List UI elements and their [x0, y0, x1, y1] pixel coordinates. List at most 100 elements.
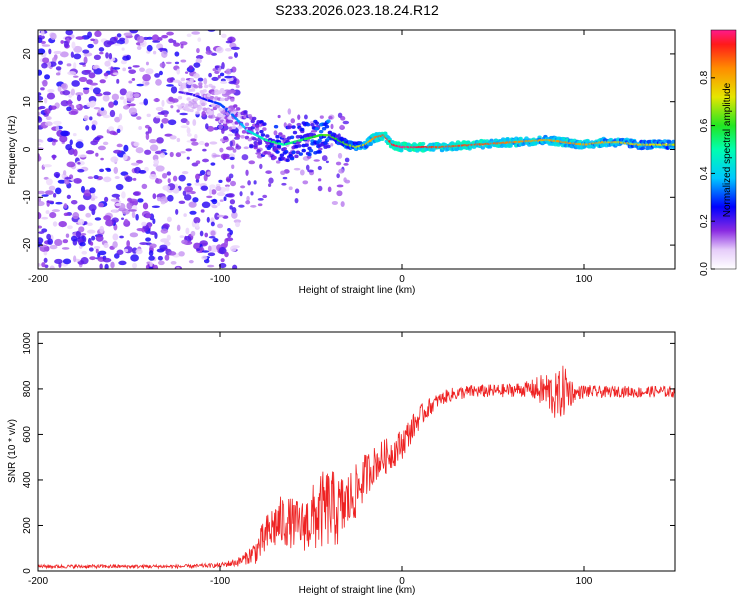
ridge-cell — [272, 155, 277, 160]
noise-blob — [178, 174, 186, 182]
ridge-cell — [284, 150, 289, 154]
noise-blob — [38, 225, 43, 229]
noise-blob — [164, 254, 170, 261]
noise-blob — [116, 78, 120, 84]
noise-blob — [112, 241, 118, 248]
noise-blob — [247, 180, 251, 186]
noise-blob — [167, 194, 174, 202]
noise-blob — [87, 31, 93, 38]
ridge-cell — [215, 104, 221, 109]
ridge-cell — [297, 144, 302, 148]
noise-blob — [157, 255, 163, 261]
ridge-cell — [195, 92, 200, 97]
noise-blob — [103, 215, 112, 221]
noise-blob — [194, 134, 198, 140]
ridge-cell — [310, 122, 315, 127]
noise-blob — [44, 74, 51, 80]
noise-blob — [175, 208, 179, 215]
ridge-cell — [240, 135, 245, 139]
spectrogram-xlabel: Height of straight line (km) — [299, 285, 416, 296]
noise-blob — [297, 114, 301, 120]
ridge-cell — [217, 113, 222, 117]
noise-blob — [275, 160, 281, 164]
noise-blob — [185, 227, 190, 235]
noise-blob — [152, 40, 161, 43]
noise-blob — [106, 168, 112, 172]
noise-blob — [231, 211, 238, 219]
noise-blob — [188, 201, 197, 208]
noise-blob — [186, 120, 190, 126]
noise-blob — [218, 179, 223, 184]
noise-blob — [46, 233, 52, 240]
ridge-cell — [317, 138, 322, 143]
noise-blob — [148, 250, 154, 257]
noise-blob — [229, 156, 235, 161]
noise-blob — [201, 255, 208, 260]
noise-blob — [160, 201, 166, 205]
noise-blob — [151, 34, 160, 42]
noise-blob — [219, 147, 224, 153]
ridge-cell — [249, 144, 254, 149]
noise-blob — [116, 249, 124, 255]
noise-blob — [211, 204, 218, 209]
noise-blob — [172, 175, 178, 182]
noise-blob — [149, 173, 157, 180]
noise-blob — [145, 68, 154, 75]
noise-blob — [103, 196, 109, 203]
noise-blob — [159, 152, 166, 158]
noise-blob — [342, 120, 350, 125]
noise-blob — [166, 31, 174, 36]
noise-blob — [104, 263, 109, 269]
ridge-cell — [236, 107, 241, 111]
snr-ytick-label: 600 — [22, 426, 33, 443]
ridge-cell — [206, 93, 212, 98]
ridge-cell — [202, 89, 207, 93]
noise-blob — [76, 94, 82, 102]
noise-blob — [184, 71, 189, 74]
noise-blob — [111, 93, 120, 101]
ridge-cell — [201, 102, 206, 107]
noise-blob — [257, 203, 263, 207]
noise-blob — [70, 199, 78, 205]
noise-blob — [195, 178, 200, 183]
ridge-cell — [254, 124, 260, 129]
noise-blob — [188, 259, 194, 264]
noise-blob — [200, 185, 209, 191]
ridge-cell — [202, 107, 207, 112]
ridge-cell — [211, 85, 216, 90]
noise-blob — [65, 30, 74, 36]
noise-blob — [89, 256, 96, 261]
noise-blob — [88, 204, 97, 212]
snr-xtick-label: 100 — [576, 576, 593, 587]
noise-blob — [131, 262, 138, 269]
noise-blob — [189, 191, 196, 195]
ridge-cell — [177, 106, 183, 110]
spectrogram-heatmap — [38, 30, 675, 269]
noise-blob — [77, 168, 85, 173]
ridge-cell — [276, 144, 282, 149]
noise-blob — [282, 176, 288, 180]
noise-blob — [262, 194, 268, 199]
noise-blob — [46, 92, 56, 100]
noise-blob — [344, 157, 350, 163]
noise-blob — [122, 67, 126, 72]
noise-blob — [60, 100, 70, 107]
ridge-cell — [182, 82, 187, 87]
noise-blob — [195, 54, 204, 60]
noise-blob — [49, 244, 58, 250]
noise-blob — [296, 122, 302, 127]
noise-blob — [69, 139, 73, 146]
colorbar-tick-label: 0.0 — [699, 262, 710, 276]
noise-blob — [179, 235, 185, 238]
noise-blob — [195, 222, 200, 229]
noise-blob — [215, 186, 222, 191]
noise-blob — [219, 72, 225, 77]
noise-blob — [119, 96, 125, 100]
noise-blob — [183, 194, 192, 201]
ridge-cell — [266, 151, 271, 155]
noise-blob — [38, 111, 41, 116]
noise-blob — [155, 78, 162, 86]
noise-blob — [180, 59, 187, 63]
noise-blob — [186, 127, 191, 134]
noise-blob — [93, 245, 101, 250]
